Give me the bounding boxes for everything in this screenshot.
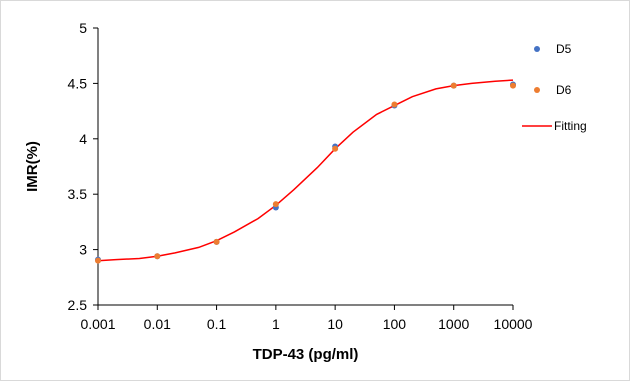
- x-tick-label: 0.001: [80, 316, 115, 332]
- x-tick-label: 0.01: [144, 316, 171, 332]
- y-tick-label: 2.5: [68, 297, 88, 313]
- legend: D5 D6 Fitting: [522, 42, 587, 133]
- x-tick-label: 1: [272, 316, 280, 332]
- y-tick-label: 4: [79, 131, 87, 147]
- legend-label-d6: D6: [556, 83, 572, 97]
- y-tick-label: 5: [79, 20, 87, 36]
- data-point-d6: [95, 257, 101, 264]
- y-axis-title: IMR(%): [24, 141, 41, 192]
- legend-marker-d5: [534, 46, 540, 52]
- data-point-d6: [510, 82, 516, 89]
- legend-label-d5: D5: [556, 42, 572, 56]
- plot-area: [95, 79, 516, 264]
- data-point-d6: [213, 238, 220, 245]
- y-tick-label: 4.5: [68, 75, 88, 91]
- legend-label-fitting: Fitting: [554, 119, 587, 133]
- x-axis-title: TDP-43 (pg/ml): [253, 346, 359, 363]
- x-tick-label: 10000: [494, 316, 533, 332]
- data-point-d6: [450, 82, 457, 89]
- x-tick-label: 1000: [438, 316, 469, 332]
- x-tick-label: 0.1: [207, 316, 227, 332]
- legend-marker-d6: [534, 87, 540, 93]
- axes: 2.5 3 3.5 4 4.5 5 0.001 0.01 0.1 1 10 100 1000 10000: [68, 20, 533, 332]
- y-tick-label: 3: [79, 242, 87, 258]
- y-tick-label: 3.5: [68, 186, 88, 202]
- x-tick-label: 10: [327, 316, 343, 332]
- fitting-line: [97, 79, 514, 262]
- data-point-d6: [154, 253, 161, 260]
- data-point-d6: [391, 101, 398, 108]
- x-tick-label: 100: [383, 316, 407, 332]
- data-point-d6: [272, 201, 279, 208]
- data-point-d6: [332, 145, 339, 152]
